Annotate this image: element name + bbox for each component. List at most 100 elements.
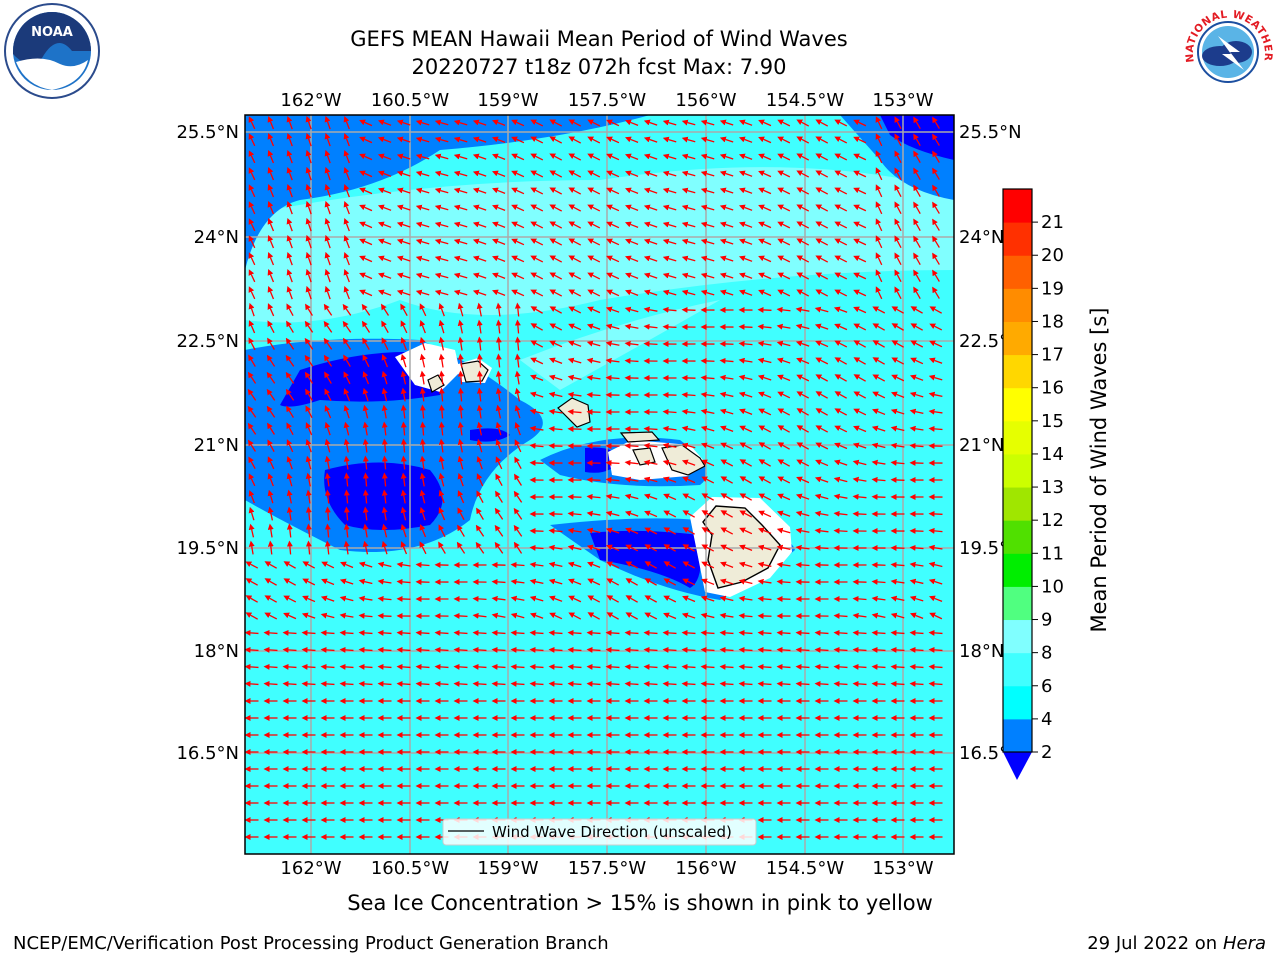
period-band-under-2 bbox=[590, 530, 702, 588]
wave-direction-arrow bbox=[875, 286, 883, 300]
wave-direction-arrow bbox=[286, 523, 293, 538]
wave-direction-arrow bbox=[738, 272, 753, 279]
wave-direction-arrow bbox=[777, 425, 790, 433]
wave-direction-arrow bbox=[815, 340, 829, 348]
wave-direction-arrow bbox=[796, 289, 810, 297]
wave-direction-arrow bbox=[514, 422, 521, 436]
wave-direction-arrow bbox=[304, 354, 314, 367]
wave-direction-arrow bbox=[739, 408, 753, 415]
wave-direction-arrow bbox=[719, 374, 734, 381]
wave-direction-arrow bbox=[796, 170, 810, 178]
wave-direction-arrow bbox=[720, 442, 734, 450]
wave-direction-arrow bbox=[814, 646, 829, 653]
wave-direction-arrow bbox=[324, 132, 331, 147]
wave-direction-arrow bbox=[890, 459, 905, 466]
wave-direction-arrow bbox=[776, 578, 791, 585]
wave-direction-arrow bbox=[700, 136, 715, 143]
wave-direction-arrow bbox=[719, 289, 734, 296]
footer-machine: Hera bbox=[1222, 933, 1266, 954]
wave-direction-arrow bbox=[568, 238, 582, 246]
wave-direction-arrow bbox=[380, 303, 390, 316]
wave-direction-arrow bbox=[434, 663, 449, 670]
wave-direction-arrow bbox=[511, 119, 525, 127]
wave-direction-arrow bbox=[495, 387, 502, 402]
wave-direction-arrow bbox=[701, 459, 715, 467]
wave-direction-arrow bbox=[568, 119, 582, 127]
wave-direction-arrow bbox=[834, 391, 847, 399]
wave-direction-arrow bbox=[362, 354, 370, 368]
wave-direction-arrow bbox=[342, 303, 352, 316]
wave-direction-arrow bbox=[419, 370, 426, 385]
wave-direction-arrow bbox=[932, 150, 940, 163]
wave-direction-arrow bbox=[400, 472, 407, 487]
wave-direction-arrow bbox=[568, 187, 582, 195]
svg-text:16.5°N: 16.5°N bbox=[176, 743, 239, 764]
wave-direction-arrow bbox=[662, 646, 677, 653]
colorbar-tick-label: 21 bbox=[1041, 212, 1064, 233]
wave-direction-arrow bbox=[871, 578, 886, 585]
wave-direction-arrow bbox=[434, 221, 449, 228]
wave-direction-arrow bbox=[301, 663, 316, 670]
wave-direction-arrow bbox=[834, 153, 848, 161]
wave-direction-arrow bbox=[305, 183, 312, 198]
wave-direction-arrow bbox=[419, 336, 426, 351]
wave-direction-arrow bbox=[814, 663, 829, 670]
wave-direction-arrow bbox=[796, 119, 810, 127]
wave-direction-arrow bbox=[853, 374, 866, 382]
wave-direction-arrow bbox=[304, 371, 314, 384]
wave-direction-arrow bbox=[738, 170, 753, 177]
wave-direction-arrow bbox=[247, 405, 257, 418]
wave-direction-arrow bbox=[400, 303, 408, 316]
wave-direction-arrow bbox=[757, 340, 772, 347]
wave-direction-arrow bbox=[419, 455, 426, 470]
wave-direction-arrow bbox=[549, 204, 563, 212]
wave-direction-arrow bbox=[286, 251, 293, 266]
wave-direction-arrow bbox=[833, 663, 848, 670]
noaa-logo-icon: NOAA bbox=[4, 3, 100, 99]
wave-direction-arrow bbox=[777, 255, 791, 263]
wave-direction-arrow bbox=[757, 663, 772, 670]
wave-direction-arrow bbox=[890, 629, 905, 636]
wave-direction-arrow bbox=[815, 272, 829, 280]
wave-direction-arrow bbox=[606, 221, 620, 229]
wave-direction-arrow bbox=[492, 119, 506, 126]
wave-direction-arrow bbox=[472, 153, 487, 160]
wave-direction-arrow bbox=[492, 153, 506, 160]
wave-direction-arrow bbox=[549, 136, 563, 144]
wave-direction-arrow bbox=[510, 680, 525, 687]
wave-direction-arrow bbox=[286, 115, 293, 130]
wave-direction-arrow bbox=[605, 527, 620, 534]
wave-direction-arrow bbox=[377, 680, 392, 687]
wave-direction-arrow bbox=[377, 595, 392, 602]
colorbar-tick-label: 12 bbox=[1041, 510, 1064, 531]
wave-direction-arrow bbox=[305, 540, 312, 555]
wave-direction-arrow bbox=[719, 153, 734, 160]
wave-direction-arrow bbox=[853, 425, 867, 433]
wave-direction-arrow bbox=[568, 289, 582, 297]
wave-direction-arrow bbox=[776, 357, 791, 364]
period-band-under-2 bbox=[324, 462, 443, 530]
wave-direction-arrow bbox=[529, 408, 544, 415]
footer-date: 29 Jul 2022 on Hera bbox=[1087, 933, 1266, 954]
wave-direction-arrow bbox=[606, 153, 620, 161]
wave-direction-arrow bbox=[719, 663, 734, 670]
wave-direction-arrow bbox=[834, 221, 848, 229]
wave-direction-arrow bbox=[777, 493, 791, 501]
wave-direction-arrow bbox=[815, 153, 829, 161]
wave-direction-arrow bbox=[492, 221, 506, 228]
wave-direction-arrow bbox=[434, 629, 449, 636]
wave-direction-arrow bbox=[396, 221, 411, 228]
wave-direction-arrow bbox=[248, 456, 256, 469]
wave-direction-arrow bbox=[472, 170, 487, 177]
wave-direction-arrow bbox=[396, 578, 411, 585]
wave-direction-arrow bbox=[457, 336, 464, 351]
wave-direction-arrow bbox=[438, 524, 446, 538]
wave-direction-arrow bbox=[530, 374, 544, 382]
wave-direction-arrow bbox=[605, 680, 620, 687]
wave-direction-arrow bbox=[396, 153, 411, 160]
wave-direction-arrow bbox=[681, 289, 696, 296]
wave-direction-arrow bbox=[625, 255, 639, 262]
wave-direction-arrow bbox=[492, 187, 506, 194]
wave-direction-arrow bbox=[362, 540, 369, 555]
svg-text:160.5°W: 160.5°W bbox=[371, 90, 450, 111]
